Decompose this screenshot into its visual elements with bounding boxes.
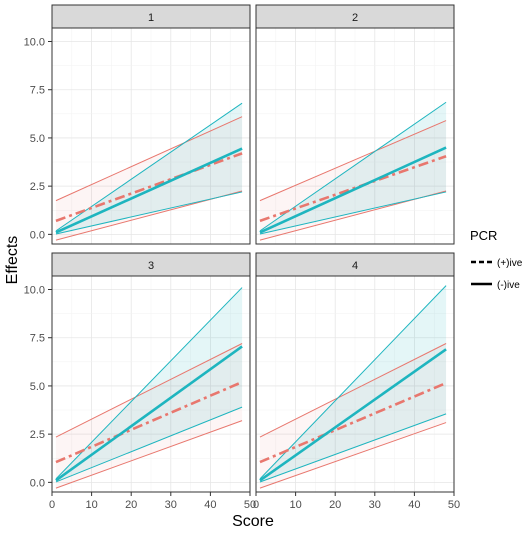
fitted-line-negative xyxy=(259,348,447,482)
panel-border xyxy=(255,27,455,245)
upper-bound-line-negative xyxy=(259,101,447,232)
confidence-band-negative xyxy=(55,103,243,234)
y-tick-label: 2.5 xyxy=(30,181,45,193)
facet-strip-label: 3 xyxy=(148,260,154,272)
legend-label-positive: (+)ive xyxy=(497,258,523,269)
x-tick-label: 10 xyxy=(289,499,301,511)
panel-border xyxy=(255,275,455,493)
upper-bound-line-positive xyxy=(55,116,243,202)
legend-title: PCR xyxy=(470,228,497,243)
x-tick-label: 20 xyxy=(125,499,137,511)
x-tick-label: 20 xyxy=(329,499,341,511)
y-tick-label: 0.0 xyxy=(30,229,45,241)
x-tick-label: 0 xyxy=(253,499,259,511)
panel-border xyxy=(51,275,251,493)
confidence-band-negative xyxy=(259,285,447,482)
fitted-line-positive xyxy=(259,381,447,464)
facet-panel-3: 3 0.0 2.5 5.0 7.5 10.0 0 10 20 30 40 50 xyxy=(24,252,256,511)
lower-bound-line-negative xyxy=(259,413,447,483)
lower-bound-line-negative xyxy=(259,191,447,235)
fitted-line-positive xyxy=(55,152,243,223)
facet-panel-2: 2 xyxy=(255,4,455,245)
y-tick-label: 7.5 xyxy=(30,85,45,97)
y-axis-title: Effects xyxy=(4,236,21,285)
x-tick-label: 30 xyxy=(369,499,381,511)
lower-bound-line-negative xyxy=(55,406,243,483)
x-tick-label: 40 xyxy=(204,499,216,511)
fitted-line-negative xyxy=(55,147,243,234)
x-axis-title: Score xyxy=(232,513,274,530)
facet-strip-label: 4 xyxy=(352,260,358,272)
x-tick-label: 50 xyxy=(448,499,460,511)
legend-label-negative: (-)ive xyxy=(497,280,520,291)
y-tick-label: 2.5 xyxy=(30,429,45,441)
y-tick-label: 10.0 xyxy=(24,285,45,297)
y-tick-label: 5.0 xyxy=(30,133,45,145)
upper-bound-line-negative xyxy=(55,287,243,480)
legend: PCR (+)ive (-)ive xyxy=(470,228,523,291)
x-tick-label: 50 xyxy=(244,499,256,511)
confidence-band-negative xyxy=(55,287,243,482)
fitted-line-negative xyxy=(259,146,447,234)
fitted-line-positive xyxy=(259,155,447,223)
panel-border xyxy=(51,27,251,245)
x-tick-label: 40 xyxy=(408,499,420,511)
fitted-line-negative xyxy=(55,345,243,482)
upper-bound-line-positive xyxy=(259,120,447,202)
upper-bound-line-positive xyxy=(55,343,243,438)
upper-bound-line-positive xyxy=(259,343,447,438)
facet-strip-label: 2 xyxy=(352,12,358,24)
facet-panel-1: 10.02.55.07.510.0 xyxy=(24,4,251,245)
y-tick-label: 5.0 xyxy=(30,381,45,393)
confidence-band-positive xyxy=(55,116,243,241)
y-tick-label: 0.0 xyxy=(30,477,45,489)
fitted-line-positive xyxy=(55,380,243,464)
confidence-band-negative xyxy=(259,102,447,234)
lower-bound-line-positive xyxy=(55,420,243,489)
x-tick-label: 10 xyxy=(85,499,97,511)
upper-bound-line-negative xyxy=(55,102,243,232)
y-tick-label: 7.5 xyxy=(30,333,45,345)
lower-bound-line-negative xyxy=(55,191,243,235)
x-tick-label: 30 xyxy=(165,499,177,511)
facet-panel-4: 40 10 20 30 40 50 xyxy=(253,252,460,511)
y-tick-label: 10.0 xyxy=(24,37,45,49)
facet-strip-label: 1 xyxy=(148,12,154,24)
x-tick-label: 0 xyxy=(49,499,55,511)
upper-bound-line-negative xyxy=(259,285,447,480)
lower-bound-line-positive xyxy=(259,422,447,489)
